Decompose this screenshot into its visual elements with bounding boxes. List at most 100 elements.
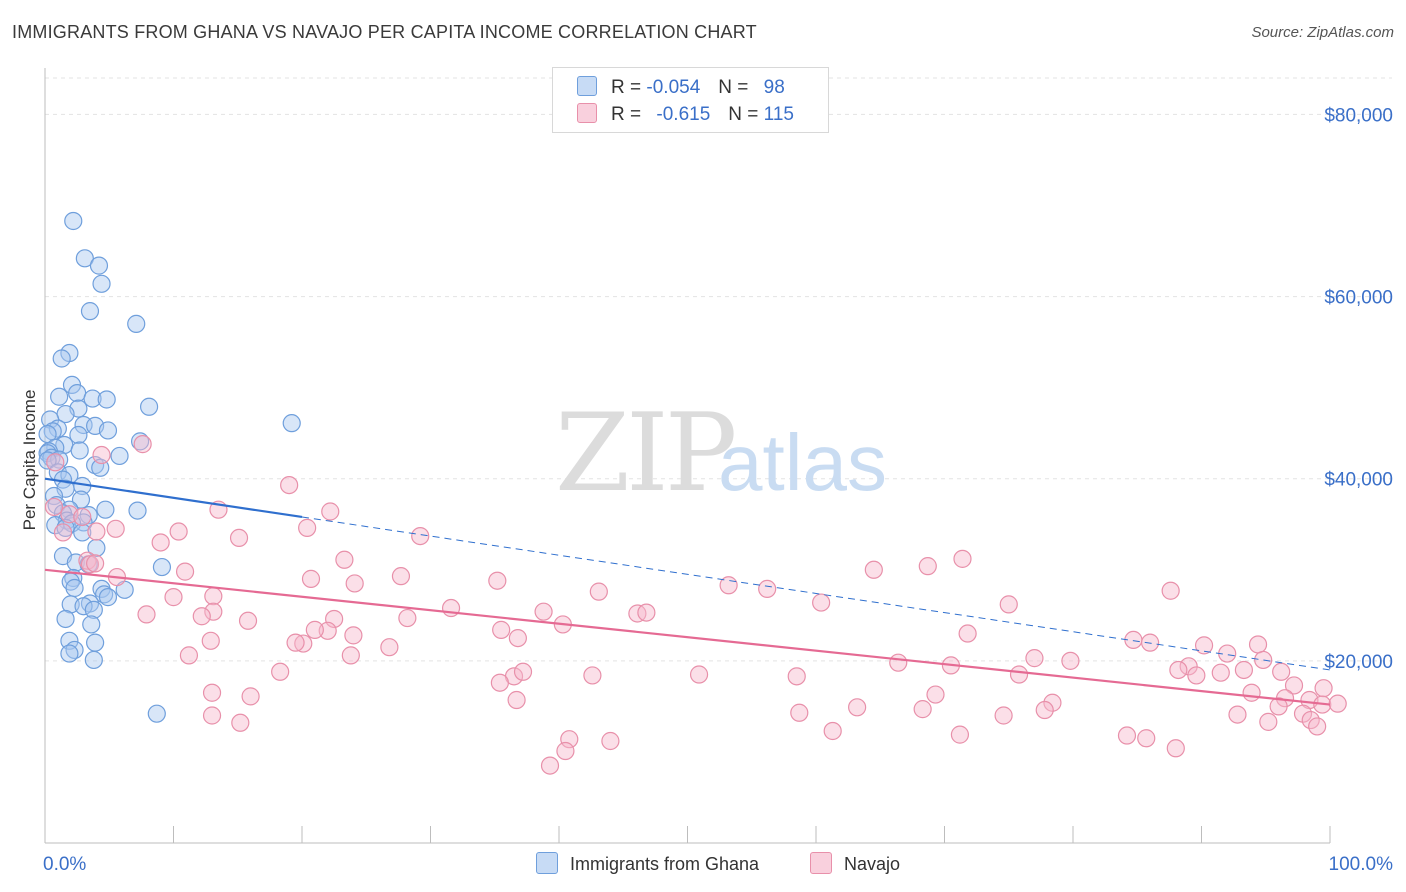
source-label: Source: ZipAtlas.com — [1251, 24, 1394, 41]
ghana-point — [86, 633, 105, 652]
navajo-point — [229, 528, 249, 548]
ghana-point — [89, 256, 109, 275]
ghana-point — [128, 501, 147, 520]
navajo-point — [318, 621, 337, 640]
navajo-point — [999, 595, 1018, 614]
navajo-point — [953, 549, 972, 568]
legend-swatch-ghana — [536, 852, 558, 874]
navajo-point — [637, 603, 656, 622]
navajo-point — [790, 703, 809, 722]
navajo-point — [1328, 694, 1347, 713]
navajo-point — [92, 445, 111, 465]
navajo-point — [301, 569, 321, 588]
y-tick-label: $20,000 — [1324, 652, 1393, 673]
ghana-point — [56, 609, 75, 629]
legend-row-navajo: R = -0.615 N = 115 — [577, 103, 794, 125]
navajo-point — [1009, 665, 1029, 684]
navajo-point — [1169, 660, 1188, 680]
navajo-point — [1248, 635, 1268, 654]
ghana-point — [83, 389, 102, 408]
navajo-point — [534, 602, 553, 621]
y-tick-label: $60,000 — [1324, 288, 1393, 309]
navajo-point — [1194, 636, 1214, 655]
navajo-point — [1166, 739, 1185, 758]
navajo-point — [1308, 717, 1327, 736]
navajo-point — [1259, 712, 1278, 731]
navajo-point — [53, 523, 73, 542]
ghana-point — [69, 425, 88, 445]
ghana-point — [41, 410, 60, 429]
watermark-atlas: atlas — [718, 418, 887, 507]
navajo-point — [513, 662, 533, 681]
navajo-point — [271, 662, 290, 681]
navajo-point — [958, 624, 977, 643]
navajo-point — [1314, 679, 1333, 698]
navajo-trend-line — [44, 568, 1331, 706]
navajo-point — [589, 582, 608, 601]
navajo-point — [1043, 693, 1062, 712]
navajo-point — [204, 602, 223, 621]
ghana-point — [110, 446, 129, 466]
navajo-point — [601, 731, 620, 751]
navajo-point — [380, 638, 399, 657]
legend-n-label: N = — [718, 77, 749, 98]
navajo-point — [1061, 651, 1080, 670]
navajo-point — [507, 690, 526, 710]
ghana-point — [92, 274, 111, 293]
legend-row-ghana: R = -0.054 N = 98 — [577, 76, 785, 98]
ghana-point — [96, 500, 115, 519]
legend-item-ghana: Immigrants from Ghana — [536, 852, 759, 875]
ghana-point — [73, 523, 92, 542]
ghana-point — [46, 516, 65, 535]
navajo-point — [758, 579, 777, 599]
navajo-point — [1035, 700, 1054, 720]
navajo-point — [560, 730, 579, 749]
legend-n-label: N = — [728, 104, 759, 125]
ghana-point — [98, 421, 118, 440]
navajo-point — [488, 571, 507, 590]
legend-swatch-navajo — [810, 852, 832, 874]
navajo-point — [540, 756, 560, 775]
navajo-point — [280, 475, 299, 495]
navajo-point — [44, 497, 64, 517]
navajo-point — [321, 502, 340, 521]
navajo-point — [848, 698, 867, 717]
navajo-point — [1025, 649, 1044, 668]
navajo-point — [298, 518, 317, 537]
navajo-point — [1242, 683, 1261, 702]
navajo-point — [787, 667, 806, 686]
y-axis-title: Per Capita Income — [20, 390, 39, 531]
navajo-point — [411, 526, 430, 546]
navajo-point — [175, 562, 195, 581]
navajo-point — [391, 567, 411, 586]
navajo-point — [889, 653, 908, 672]
axes — [44, 68, 1331, 844]
navajo-point — [344, 626, 363, 645]
navajo-point — [305, 620, 324, 639]
ghana-point — [70, 441, 89, 460]
navajo-point — [133, 435, 152, 454]
ghana-point — [52, 349, 71, 368]
navajo-point — [1117, 726, 1137, 745]
navajo-point — [201, 631, 220, 650]
axis-labels: $20,000 $40,000 $60,000 $80,000 0.0% 100.0% Pe… — [20, 105, 1393, 875]
navajo-point — [823, 721, 842, 741]
ghana-point — [64, 211, 83, 231]
ghana-point — [80, 302, 100, 321]
navajo-point — [345, 574, 364, 593]
ghana-point — [60, 631, 79, 650]
ghana-point — [68, 384, 87, 403]
y-tick-label: $80,000 — [1324, 105, 1393, 126]
navajo-point — [1269, 697, 1288, 716]
navajo-point — [950, 725, 970, 744]
ghana-point — [86, 455, 105, 475]
navajo-point — [926, 685, 945, 704]
navajo-point — [1179, 657, 1198, 676]
legend-swatch-ghana — [577, 76, 597, 96]
navajo-point — [106, 519, 125, 538]
ghana-point — [48, 419, 67, 438]
navajo-point — [812, 593, 831, 612]
ghana-point — [97, 390, 116, 409]
navajo-point — [864, 560, 883, 579]
navajo-point — [1161, 581, 1180, 600]
